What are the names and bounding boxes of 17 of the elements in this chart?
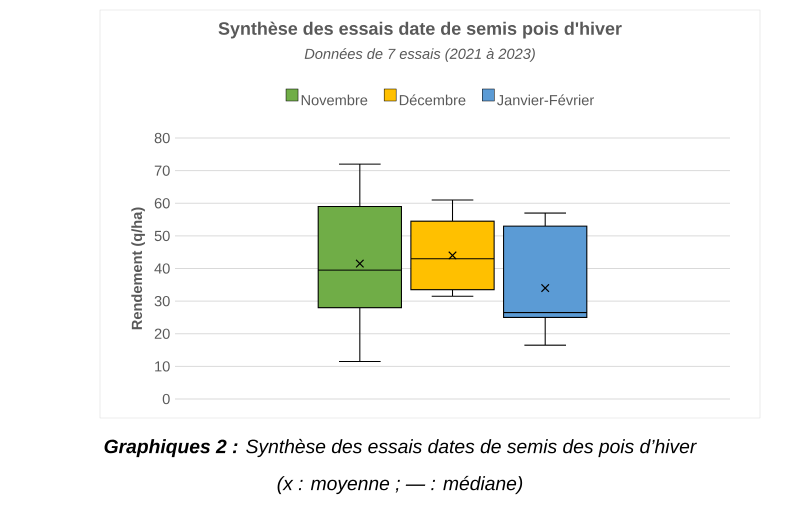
y-axis-title: Rendement (q/ha) bbox=[131, 208, 145, 330]
text: Graphiques 2 : Synthèse des essais dates de semis des pois d’hiver bbox=[104, 438, 697, 458]
legend-label: Décembre bbox=[400, 94, 466, 106]
text: (x : moyenne ; — : médiane) bbox=[278, 476, 522, 494]
y-tick-label: 50 bbox=[154, 230, 170, 242]
y-tick-label: 10 bbox=[155, 361, 170, 372]
y-tick-label: 60 bbox=[154, 198, 170, 208]
legend-label: Novembre bbox=[302, 94, 368, 106]
chart-title: Synthèse des essais date de semis pois d'hiver bbox=[218, 22, 622, 38]
y-tick-label: 80 bbox=[154, 132, 170, 144]
y-tick-label: 70 bbox=[154, 165, 170, 176]
y-tick-label: 30 bbox=[154, 296, 170, 306]
y-tick-label: 40 bbox=[154, 263, 170, 274]
chart-subtitle: Données de 7 essais (2021 à 2023) bbox=[304, 48, 535, 62]
y-tick-label: 20 bbox=[154, 328, 170, 339]
legend-label: Janvier-Février bbox=[497, 94, 594, 106]
y-tick-label: 0 bbox=[162, 394, 170, 404]
